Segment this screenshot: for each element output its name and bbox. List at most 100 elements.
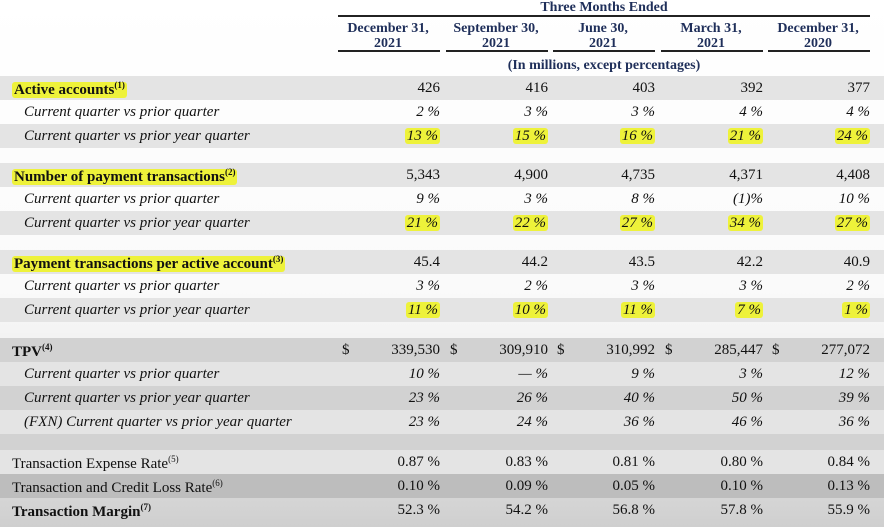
cell-value: 0.81 % (555, 454, 656, 471)
cell-value: 4 % (770, 104, 870, 121)
column-header-line1: December 31, (347, 21, 429, 36)
cell-value-text: 39 % (838, 390, 870, 406)
cell-value: 11 % (340, 302, 440, 319)
cell-value: 4,408 (770, 167, 870, 184)
cell-value: 55.9 % (770, 502, 871, 519)
row-label-text: Current quarter vs prior year quarter (24, 390, 250, 406)
cell-value-text: 416 (525, 80, 549, 96)
cell-value: 392 (663, 80, 764, 97)
cell-value-text: 0.83 % (505, 454, 549, 470)
row-label-text: Current quarter vs prior year quarter (24, 215, 250, 231)
column-header: December 31, 2021 (336, 21, 440, 51)
table-row: Number of payment transactions(2) 5,343 4,… (0, 163, 884, 187)
cell-value: 3 % (448, 191, 548, 208)
cell-value-text: 377 (847, 80, 871, 96)
cell-value-text: 0.10 % (720, 478, 764, 494)
cell-value: 5,343 (340, 167, 440, 184)
cell-value: 46 % (663, 414, 763, 431)
row-label: Payment transactions per active account(… (12, 254, 286, 273)
title-rule (338, 15, 870, 17)
cell-value: 416 (448, 80, 549, 97)
cell-value: 0.84 % (770, 454, 871, 471)
cell-value: 0.09 % (448, 478, 549, 495)
cell-value: 23 % (340, 414, 440, 431)
cell-value-text: 22 % (512, 215, 548, 231)
cell-value: 4 % (663, 104, 763, 121)
cell-value-text: 3 % (739, 278, 763, 294)
cell-value-text: 27 % (834, 215, 870, 231)
row-label-text: Transaction Expense Rate (12, 456, 169, 472)
table-row: Current quarter vs prior quarter 3 % 2 % 3 … (0, 274, 884, 298)
cell-value-text: 310,992 (606, 342, 655, 358)
table-row: Current quarter vs prior quarter 10 % — % 9… (0, 362, 884, 386)
cell-value-text: 11 % (620, 302, 655, 318)
column-header-line2: 2021 (697, 36, 725, 51)
cell-value: 403 (555, 80, 656, 97)
cell-value: 3 % (663, 366, 763, 383)
cell-value: 277,072 (770, 342, 870, 359)
column-header-line1: September 30, (453, 21, 539, 36)
cell-value-text: 15 % (512, 128, 548, 144)
cell-value-text: 9 % (416, 191, 440, 207)
cell-value-text: 0.09 % (505, 478, 549, 494)
cell-value-text: 44.2 (521, 254, 548, 270)
table-row: Current quarter vs prior quarter 2 % 3 % 3 … (0, 100, 884, 124)
cell-value: 0.10 % (663, 478, 764, 495)
cell-value: 40.9 (770, 254, 870, 271)
cell-value-text: 36 % (623, 414, 655, 430)
cell-value-text: 392 (740, 80, 764, 96)
column-header: September 30, 2021 (444, 21, 548, 51)
cell-value-text: 3 % (524, 191, 548, 207)
cell-value: 36 % (555, 414, 655, 431)
table-row: Payment transactions per active account(… (0, 250, 884, 274)
cell-value-text: 3 % (416, 278, 440, 294)
cell-value: 42.2 (663, 254, 763, 271)
cell-value-text: 12 % (838, 366, 870, 382)
row-label: Current quarter vs prior year quarter (24, 302, 250, 319)
cell-value: 377 (770, 80, 871, 97)
cell-value: 10 % (340, 366, 440, 383)
table-row: (FXN) Current quarter vs prior year quar… (0, 410, 884, 434)
cell-value-text: 0.05 % (612, 478, 656, 494)
cell-value: 10 % (448, 302, 548, 319)
cell-value-text: 0.84 % (827, 454, 871, 470)
column-header-line1: March 31, (680, 21, 742, 36)
cell-value-text: 277,072 (821, 342, 870, 358)
row-label-text: Transaction Margin (12, 504, 141, 520)
row-label: Current quarter vs prior year quarter (24, 128, 250, 145)
cell-value: 16 % (555, 128, 655, 145)
cell-value-text: 2 % (846, 278, 870, 294)
cell-value: 9 % (555, 366, 655, 383)
column-rule (661, 50, 763, 52)
row-label: Active accounts(1) (12, 80, 127, 99)
spacer-band (0, 434, 884, 450)
table-row: Current quarter vs prior year quarter 21 … (0, 211, 884, 235)
cell-value: 21 % (663, 128, 763, 145)
cell-value: 24 % (448, 414, 548, 431)
cell-value: 26 % (448, 390, 548, 407)
cell-value: 3 % (555, 278, 655, 295)
row-label: Current quarter vs prior year quarter (24, 215, 250, 232)
cell-value: 0.13 % (770, 478, 871, 495)
row-label-text: Transaction and Credit Loss Rate (12, 480, 213, 496)
cell-value-text: 4,371 (729, 167, 763, 183)
cell-value: 309,910 (448, 342, 548, 359)
cell-value-text: 40.9 (843, 254, 870, 270)
cell-value-text: 46 % (731, 414, 763, 430)
cell-value: 36 % (770, 414, 870, 431)
table-row: Current quarter vs prior year quarter 23 … (0, 386, 884, 410)
cell-value: 22 % (448, 215, 548, 232)
row-label: Number of payment transactions(2) (12, 167, 238, 186)
currency-symbol: $ (342, 342, 350, 358)
cell-value-text: 52.3 % (397, 502, 441, 518)
cell-value: 27 % (770, 215, 870, 232)
table-row: Current quarter vs prior year quarter 11 … (0, 298, 884, 322)
row-label-text: Active accounts(1) (12, 80, 127, 98)
cell-value-text: 24 % (834, 128, 870, 144)
cell-value: 50 % (663, 390, 763, 407)
cell-value: 23 % (340, 390, 440, 407)
cell-value-text: 16 % (619, 128, 655, 144)
table-row: Active accounts(1) 426 416 403 392 377 (0, 76, 884, 100)
row-label-text: Current quarter vs prior year quarter (24, 128, 250, 144)
cell-value-text: 3 % (631, 278, 655, 294)
